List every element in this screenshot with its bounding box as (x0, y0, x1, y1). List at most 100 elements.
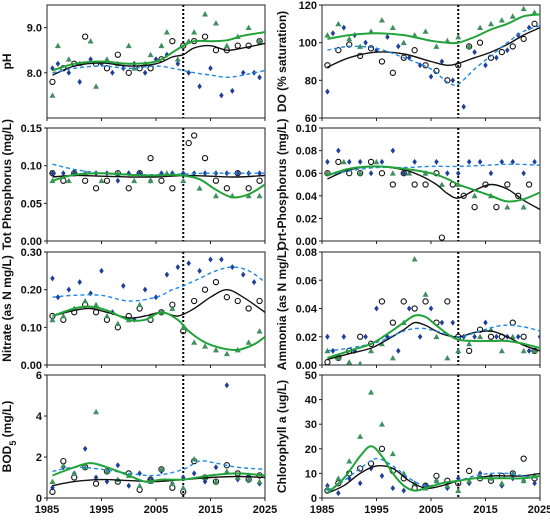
circle-data-point (487, 333, 495, 340)
circle-data-point (82, 177, 89, 184)
circle-data-point (223, 185, 230, 192)
circle-data-point (378, 445, 386, 452)
circle-data-point (504, 181, 511, 188)
circle-data-point (493, 203, 500, 211)
triangle-data-point (509, 13, 516, 19)
circle-data-point (245, 305, 252, 312)
plot-frame (321, 374, 541, 499)
triangle-data-point (60, 462, 67, 468)
triangle-data-point (357, 170, 364, 176)
diamond-data-point (330, 30, 336, 37)
triangle-data-point (346, 35, 353, 42)
diamond-data-point (325, 158, 330, 165)
triangle-data-point (368, 389, 375, 395)
diamond-data-point (230, 264, 235, 271)
diamond-data-point (439, 319, 445, 326)
panel-4: 0.00 0.02 0.04 0.06 0.08 0.10 Ort-Phosphorus (… (275, 119, 541, 251)
circle-data-point (378, 58, 386, 65)
circle-data-point (465, 347, 473, 355)
y-axis-label: Chlorophyll a (ug/L) (275, 380, 289, 493)
diamond-data-point (55, 294, 61, 301)
diamond-data-point (341, 24, 347, 31)
circle-data-point (520, 455, 527, 462)
series-group (49, 11, 265, 99)
diamond-data-point (434, 158, 439, 165)
triangle-data-point (60, 313, 67, 319)
triangle-data-point (245, 339, 252, 345)
y-tick-label: 0.02 (296, 332, 317, 344)
diamond-data-point (357, 480, 363, 487)
y-axis-label: Ammonia (as N mg/L) (275, 247, 289, 370)
diamond-data-point (219, 256, 224, 263)
circle-data-point (125, 69, 132, 76)
triangle-data-point (498, 480, 505, 486)
trend-line (327, 13, 540, 45)
x-tick-label: 1985 (310, 504, 334, 516)
triangle-data-point (65, 56, 72, 62)
diamond-data-point (494, 333, 499, 340)
diamond-data-point (505, 47, 510, 54)
triangle-data-point (471, 192, 478, 199)
triangle-data-point (455, 347, 462, 354)
diamond-data-point (357, 158, 363, 165)
diamond-data-point (406, 305, 412, 312)
triangle-data-point (256, 328, 263, 334)
dashed-trend-line (52, 266, 265, 302)
circle-data-point (82, 33, 89, 40)
circle-data-point (245, 185, 252, 192)
y-tick-label: 2 (36, 452, 42, 464)
triangle-data-point (368, 347, 375, 354)
diamond-data-point (396, 43, 401, 50)
y-tick-label: 8.0 (27, 68, 42, 80)
circle-data-point (256, 297, 263, 305)
diamond-data-point (396, 347, 401, 354)
y-axis-label: DO (% saturation) (275, 11, 289, 112)
triangle-data-point (98, 177, 105, 184)
diamond-data-point (224, 382, 230, 389)
triangle-data-point (406, 170, 413, 176)
diamond-data-point (406, 54, 412, 61)
y-tick-label: 0.00 (21, 360, 42, 372)
triangle-data-point (103, 313, 110, 319)
triangle-data-point (422, 291, 429, 297)
x-tick-label: 1995 (89, 504, 113, 516)
y-tick-label: 6 (36, 370, 42, 382)
triangle-data-point (54, 42, 61, 49)
circle-data-point (335, 47, 342, 54)
triangle-data-point (504, 204, 511, 210)
circle-data-point (201, 33, 209, 40)
triangle-data-point (147, 51, 154, 58)
circle-data-point (520, 35, 527, 43)
y-axis-label: BOD5 (mg/L) (0, 401, 18, 473)
y-tick-label: 0.05 (21, 198, 42, 210)
triangle-data-point (373, 158, 380, 165)
triangle-data-point (147, 177, 154, 184)
diamond-data-point (153, 294, 159, 301)
triangle-data-point (378, 17, 385, 23)
diamond-data-point (197, 83, 202, 90)
triangle-data-point (335, 20, 342, 27)
triangle-data-point (180, 484, 187, 491)
dashed-trend-line (327, 457, 540, 492)
diamond-data-point (363, 333, 368, 340)
y-tick-label: 0.04 (296, 304, 318, 316)
triangle-data-point (158, 466, 165, 472)
dashed-trend-line (327, 25, 540, 86)
diamond-data-point (472, 333, 477, 340)
triangle-data-point (103, 468, 110, 474)
circle-data-point (103, 65, 111, 72)
y-tick-label: 0.00 (296, 236, 317, 248)
triangle-data-point (103, 56, 110, 62)
diamond-data-point (368, 170, 374, 177)
circle-data-point (234, 297, 241, 305)
circle-data-point (460, 192, 467, 199)
trend-line (52, 172, 265, 199)
diamond-data-point (257, 74, 262, 81)
circle-data-point (185, 139, 192, 147)
triangle-data-point (136, 482, 143, 489)
triangle-data-point (438, 181, 445, 187)
trend-line (52, 42, 265, 76)
diamond-data-point (240, 271, 246, 278)
circle-data-point (190, 297, 198, 305)
y-tick-label: 4 (36, 411, 43, 423)
